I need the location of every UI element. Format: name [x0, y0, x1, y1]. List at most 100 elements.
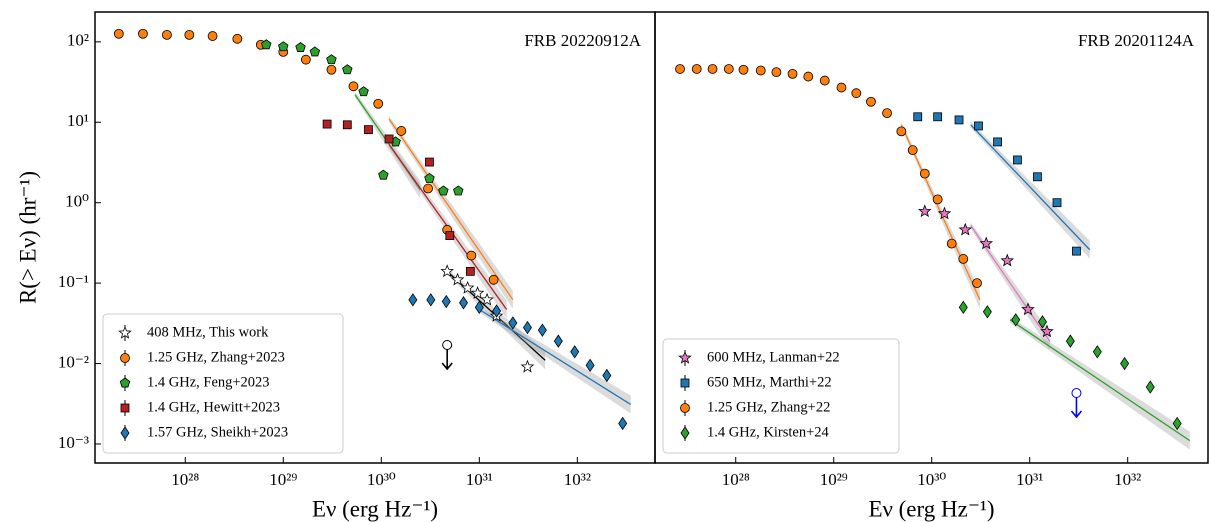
legend-label: 1.4 GHz, Feng+2023	[147, 374, 270, 390]
marker	[1120, 356, 1130, 371]
marker	[1013, 155, 1022, 165]
marker	[450, 272, 465, 286]
marker	[120, 426, 130, 440]
x-tick-label: 10²⁹	[820, 470, 848, 489]
marker	[866, 96, 876, 107]
marker	[958, 254, 969, 264]
marker	[322, 119, 332, 129]
marker	[738, 64, 749, 75]
marker	[707, 64, 718, 74]
marker	[453, 185, 464, 196]
marker	[492, 304, 502, 318]
marker	[771, 67, 782, 78]
x-axis-label: Eν (erg Hz⁻¹)	[312, 496, 438, 521]
y-tick-label: 10⁻³	[58, 433, 89, 452]
upper-limit-arrowhead	[441, 362, 453, 371]
marker	[364, 125, 373, 135]
marker	[423, 183, 433, 194]
x-tick-label: 10³⁰	[917, 470, 946, 489]
x-tick-label: 10²⁸	[171, 470, 199, 489]
marker	[470, 286, 485, 299]
upper-limit-arrowhead	[1070, 410, 1083, 419]
panel-title: FRB 20220912A	[524, 31, 641, 50]
marker	[803, 71, 814, 82]
marker	[570, 345, 580, 359]
marker	[1145, 380, 1155, 394]
y-tick-label: 10⁻¹	[58, 272, 89, 291]
marker	[678, 350, 692, 364]
marker	[162, 29, 172, 40]
marker	[1021, 302, 1035, 316]
marker	[441, 294, 451, 309]
marker	[119, 377, 131, 388]
marker	[602, 368, 612, 383]
marker	[585, 358, 595, 373]
marker	[537, 323, 547, 337]
marker	[138, 28, 148, 39]
x-tick-label: 10²⁹	[269, 470, 297, 489]
marker	[384, 134, 394, 144]
y-axis-label: R(> Eν) (hr⁻¹)	[15, 171, 40, 304]
marker	[958, 300, 968, 315]
marker	[396, 126, 407, 136]
marker	[326, 54, 337, 65]
marker	[680, 426, 690, 440]
marker	[438, 185, 449, 196]
marker	[488, 274, 499, 285]
marker	[520, 359, 535, 373]
marker	[508, 316, 518, 330]
marker	[755, 65, 766, 76]
marker	[896, 126, 907, 137]
marker	[553, 334, 563, 348]
legend-label: 1.25 GHz, Zhang+22	[707, 399, 830, 415]
fit-band	[1010, 316, 1190, 450]
marker	[723, 64, 734, 74]
marker	[460, 280, 475, 294]
x-tick-label: 10³¹	[1016, 470, 1043, 489]
marker	[958, 222, 973, 236]
marker	[459, 296, 468, 310]
marker	[378, 169, 389, 180]
y-tick-label: 10¹	[67, 111, 89, 130]
legend-label: 1.4 GHz, Hewitt+2023	[147, 399, 280, 415]
legend-label: 1.25 GHz, Zhang+2023	[147, 349, 285, 365]
marker	[522, 320, 532, 335]
marker	[787, 68, 798, 79]
marker	[480, 292, 494, 306]
x-tick-label: 10³²	[564, 470, 591, 489]
marker	[465, 266, 475, 276]
fit-band	[970, 121, 1090, 259]
marker	[819, 75, 830, 86]
marker	[993, 137, 1002, 147]
legend-box	[102, 313, 344, 454]
marker	[836, 82, 847, 93]
marker	[278, 41, 289, 52]
marker	[907, 145, 918, 156]
marker	[113, 28, 124, 39]
marker	[1065, 334, 1075, 348]
marker	[932, 194, 943, 205]
marker	[120, 353, 130, 363]
marker	[1172, 416, 1182, 431]
marker	[946, 238, 957, 249]
marker	[954, 115, 964, 125]
marker	[358, 86, 369, 97]
legend-label: 600 MHz, Lanman+22	[707, 349, 840, 365]
legend-label: 408 MHz, This work	[147, 324, 269, 340]
marker	[207, 31, 218, 41]
marker	[1037, 315, 1047, 329]
marker	[618, 416, 628, 431]
marker	[1000, 253, 1014, 267]
marker	[913, 112, 923, 122]
upper-limit	[442, 340, 453, 351]
marker	[691, 64, 702, 74]
marker	[974, 121, 983, 131]
legend-label: 650 MHz, Marthi+22	[707, 374, 832, 390]
marker	[408, 293, 418, 307]
marker	[342, 64, 353, 75]
marker	[1092, 345, 1102, 359]
fit-line	[388, 118, 514, 301]
legend-label: 1.57 GHz, Sheikh+2023	[147, 424, 288, 440]
marker	[1052, 198, 1062, 208]
